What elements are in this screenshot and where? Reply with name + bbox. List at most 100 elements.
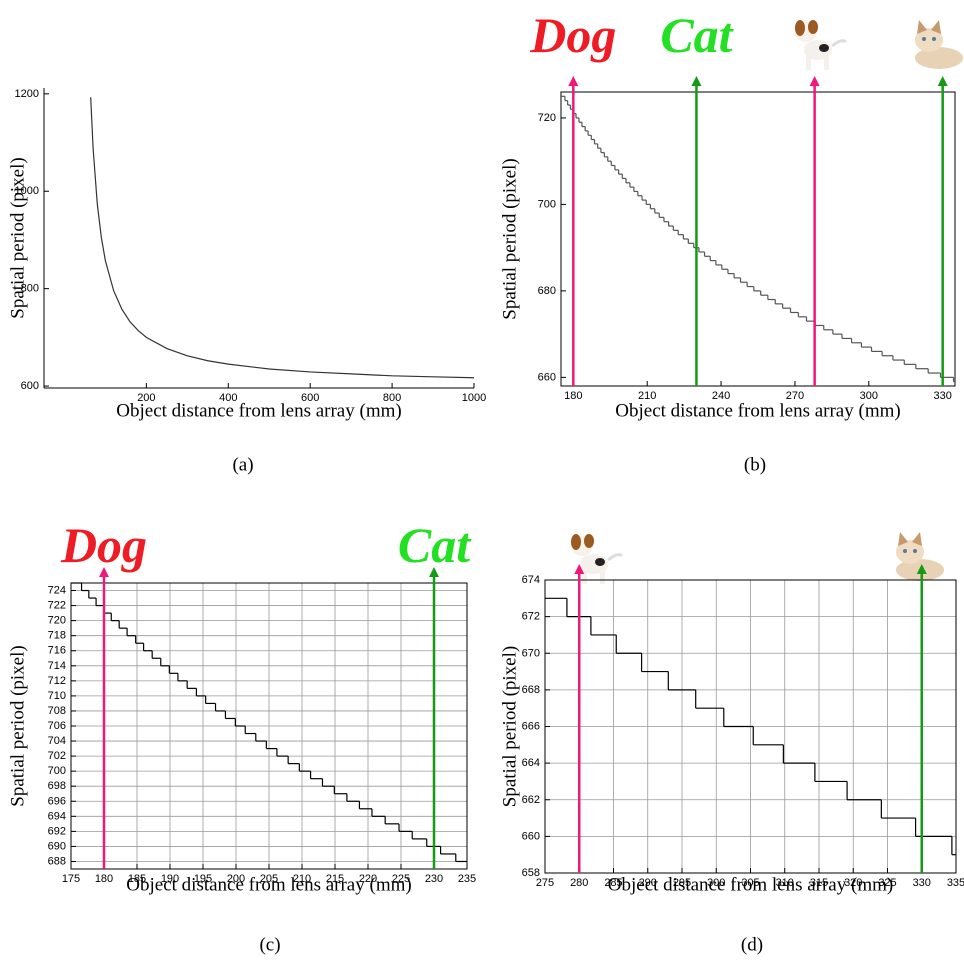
y-tick-label: 702 xyxy=(48,750,66,762)
x-tick-label: 320 xyxy=(844,877,862,889)
plot-frame xyxy=(70,582,468,870)
y-tick-label: 680 xyxy=(538,285,556,297)
y-tick-label: 672 xyxy=(522,611,540,623)
x-tick-label: 240 xyxy=(712,390,730,402)
x-tick-label: 400 xyxy=(219,392,237,404)
y-axis-label: Spatial period (pixel) xyxy=(8,157,29,318)
arrow-head xyxy=(568,76,579,86)
caption: (b) xyxy=(744,455,766,476)
y-tick-label: 700 xyxy=(48,765,66,777)
y-tick-label: 716 xyxy=(48,645,66,657)
y-tick-label: 600 xyxy=(21,380,39,392)
y-tick-label: 720 xyxy=(48,615,66,627)
x-tick-label: 305 xyxy=(741,877,759,889)
x-tick-label: 190 xyxy=(161,873,179,885)
marker-label: Cat xyxy=(398,517,472,573)
y-tick-label: 720 xyxy=(538,112,556,124)
y-tick-label: 666 xyxy=(522,721,540,733)
x-tick-label: 210 xyxy=(293,873,311,885)
x-tick-label: 310 xyxy=(776,877,794,889)
y-axis-label: Spatial period (pixel) xyxy=(8,645,29,806)
y-tick-label: 674 xyxy=(522,574,540,586)
y-tick-label: 800 xyxy=(21,283,39,295)
y-tick-label: 1000 xyxy=(15,185,39,197)
x-tick-label: 180 xyxy=(564,390,582,402)
x-tick-label: 600 xyxy=(301,392,319,404)
y-tick-label: 718 xyxy=(48,630,66,642)
x-tick-label: 230 xyxy=(425,873,443,885)
y-tick-label: 708 xyxy=(48,705,66,717)
curve xyxy=(90,97,475,379)
y-tick-label: 694 xyxy=(48,810,66,822)
x-tick-label: 185 xyxy=(128,873,146,885)
x-tick-label: 285 xyxy=(604,877,622,889)
x-tick-label: 200 xyxy=(137,392,155,404)
x-axis-label: Object distance from lens array (mm) xyxy=(608,875,893,896)
x-tick-label: 270 xyxy=(786,390,804,402)
x-tick-label: 330 xyxy=(913,877,931,889)
arrow-head xyxy=(916,564,927,574)
y-tick-label: 704 xyxy=(48,735,66,747)
x-tick-label: 1000 xyxy=(462,392,486,404)
y-tick-label: 696 xyxy=(48,795,66,807)
x-tick-label: 280 xyxy=(570,877,588,889)
x-tick-label: 205 xyxy=(260,873,278,885)
x-tick-label: 220 xyxy=(359,873,377,885)
x-axis-label: Object distance from lens array (mm) xyxy=(116,401,401,422)
y-tick-label: 664 xyxy=(522,757,540,769)
x-tick-label: 300 xyxy=(860,390,878,402)
y-tick-label: 724 xyxy=(48,585,66,597)
marker-label: Dog xyxy=(60,517,147,573)
y-tick-label: 668 xyxy=(522,684,540,696)
cat-icon xyxy=(915,20,963,69)
y-tick-label: 706 xyxy=(48,720,66,732)
x-tick-label: 175 xyxy=(62,873,80,885)
marker-label: Cat xyxy=(660,7,734,63)
y-tick-label: 722 xyxy=(48,600,66,612)
x-tick-label: 275 xyxy=(536,877,554,889)
marker-label: Dog xyxy=(529,7,616,63)
arrow-head xyxy=(937,76,948,86)
x-tick-label: 295 xyxy=(673,877,691,889)
x-tick-label: 195 xyxy=(194,873,212,885)
y-tick-label: 658 xyxy=(522,867,540,879)
y-tick-label: 1200 xyxy=(15,88,39,100)
x-tick-label: 290 xyxy=(639,877,657,889)
x-tick-label: 200 xyxy=(227,873,245,885)
y-tick-label: 698 xyxy=(48,780,66,792)
x-axis-label: Object distance from lens array (mm) xyxy=(126,875,411,896)
x-tick-label: 215 xyxy=(326,873,344,885)
caption: (d) xyxy=(741,935,763,956)
y-axis-label: Spatial period (pixel) xyxy=(500,646,521,807)
x-tick-label: 225 xyxy=(392,873,410,885)
x-tick-label: 325 xyxy=(878,877,896,889)
plot-frame xyxy=(560,91,956,387)
y-tick-label: 660 xyxy=(538,371,556,383)
x-axis-label: Object distance from lens array (mm) xyxy=(615,401,900,422)
arrow-head xyxy=(809,76,820,86)
arrow-head xyxy=(429,567,439,577)
x-tick-label: 180 xyxy=(95,873,113,885)
y-tick-label: 712 xyxy=(48,675,66,687)
arrow-head xyxy=(99,567,109,577)
caption: (c) xyxy=(259,935,280,956)
x-tick-label: 210 xyxy=(638,390,656,402)
caption: (a) xyxy=(232,455,253,476)
dog-icon xyxy=(793,18,848,72)
y-axis-label: Spatial period (pixel) xyxy=(500,158,521,319)
y-tick-label: 662 xyxy=(522,794,540,806)
x-tick-label: 335 xyxy=(947,877,964,889)
x-tick-label: 235 xyxy=(458,873,476,885)
y-tick-label: 700 xyxy=(538,198,556,210)
arrow-head xyxy=(574,564,585,574)
y-tick-label: 690 xyxy=(48,840,66,852)
y-tick-label: 688 xyxy=(48,855,66,867)
y-tick-label: 692 xyxy=(48,825,66,837)
x-tick-label: 800 xyxy=(383,392,401,404)
plot-frame xyxy=(544,579,957,874)
x-tick-label: 315 xyxy=(810,877,828,889)
x-tick-label: 300 xyxy=(707,877,725,889)
y-tick-label: 670 xyxy=(522,647,540,659)
arrow-head xyxy=(691,76,702,86)
